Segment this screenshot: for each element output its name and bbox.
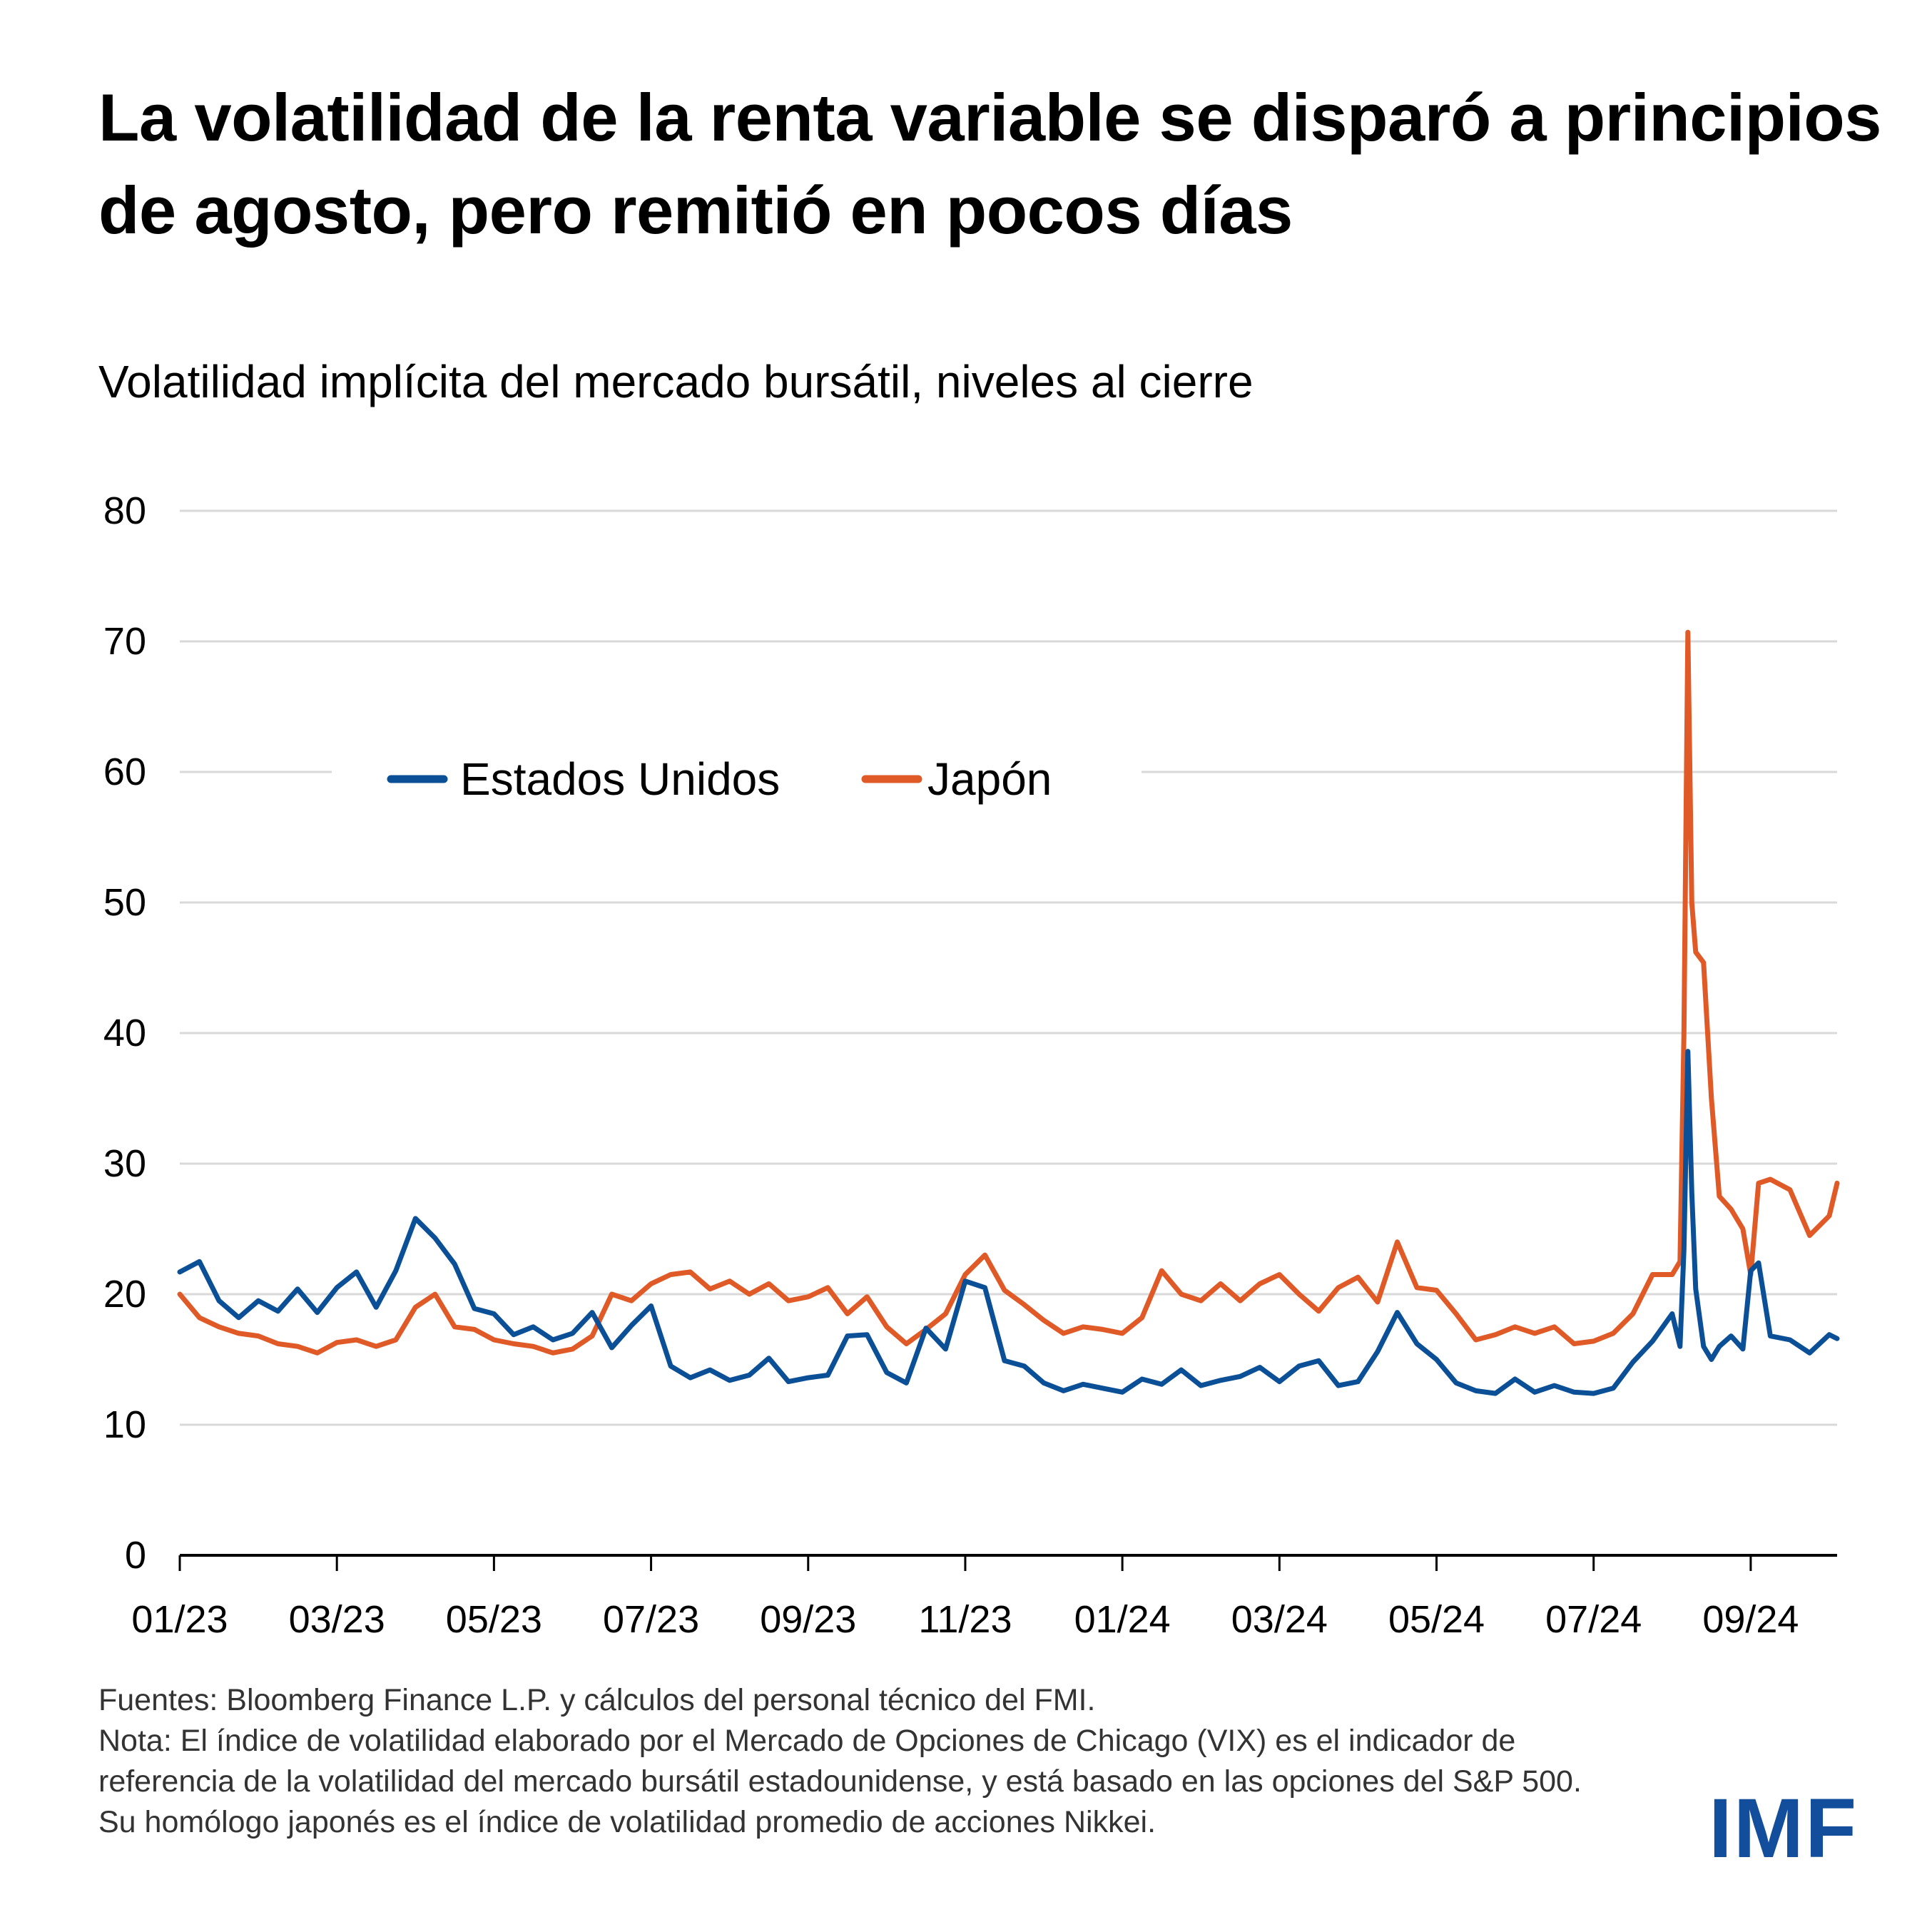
y-tick-label: 0 [125, 1534, 146, 1577]
gridlines [180, 509, 1837, 1426]
note-text: Nota: El índice de volatilidad elaborado… [98, 1724, 1590, 1839]
x-tick-label: 01/23 [131, 1598, 228, 1641]
x-tick-label: 05/23 [446, 1598, 542, 1641]
series-line-japan [177, 629, 1840, 1356]
x-tick-label: 07/24 [1545, 1598, 1642, 1641]
x-tick-label: 09/24 [1702, 1598, 1799, 1641]
chart-title: La volatilidad de la renta variable se d… [98, 80, 1881, 248]
x-tick-label: 11/23 [918, 1598, 1012, 1641]
x-tick-label: 07/23 [603, 1598, 699, 1641]
y-tick-label: 20 [103, 1273, 146, 1316]
legend-label-us: Estados Unidos [460, 753, 780, 805]
legend: Estados Unidos Japón [387, 753, 1052, 805]
sources-text: Fuentes: Bloomberg Finance L.P. y cálcul… [98, 1683, 1096, 1717]
y-tick-label: 50 [103, 881, 146, 924]
y-tick-label: 60 [103, 751, 146, 793]
legend-label-japan: Japón [927, 753, 1052, 805]
chart-subtitle: Volatilidad implícita del mercado bursát… [98, 356, 1254, 407]
x-tick-label: 01/24 [1074, 1598, 1171, 1641]
y-tick-label: 10 [103, 1403, 146, 1446]
x-axis: 01/23 03/23 05/23 07/23 09/23 11/23 01/24 03/24… [131, 1554, 1837, 1641]
y-tick-label: 40 [103, 1012, 146, 1054]
y-tick-label: 70 [103, 620, 146, 663]
y-tick-label: 80 [103, 489, 146, 532]
x-tick-label: 03/23 [289, 1598, 385, 1641]
x-tick-label: 09/23 [760, 1598, 856, 1641]
x-tick-label: 05/24 [1388, 1598, 1485, 1641]
x-tick-label: 03/24 [1231, 1598, 1328, 1641]
y-axis-tick-labels: 0 10 20 30 40 50 60 70 80 [103, 489, 146, 1577]
y-tick-label: 30 [103, 1142, 146, 1185]
series-line-us [177, 1049, 1840, 1396]
imf-logo: IMF [1709, 1781, 1859, 1876]
chart-notes: Fuentes: Bloomberg Finance L.P. y cálcul… [98, 1680, 1597, 1843]
series-lines [177, 629, 1840, 1396]
